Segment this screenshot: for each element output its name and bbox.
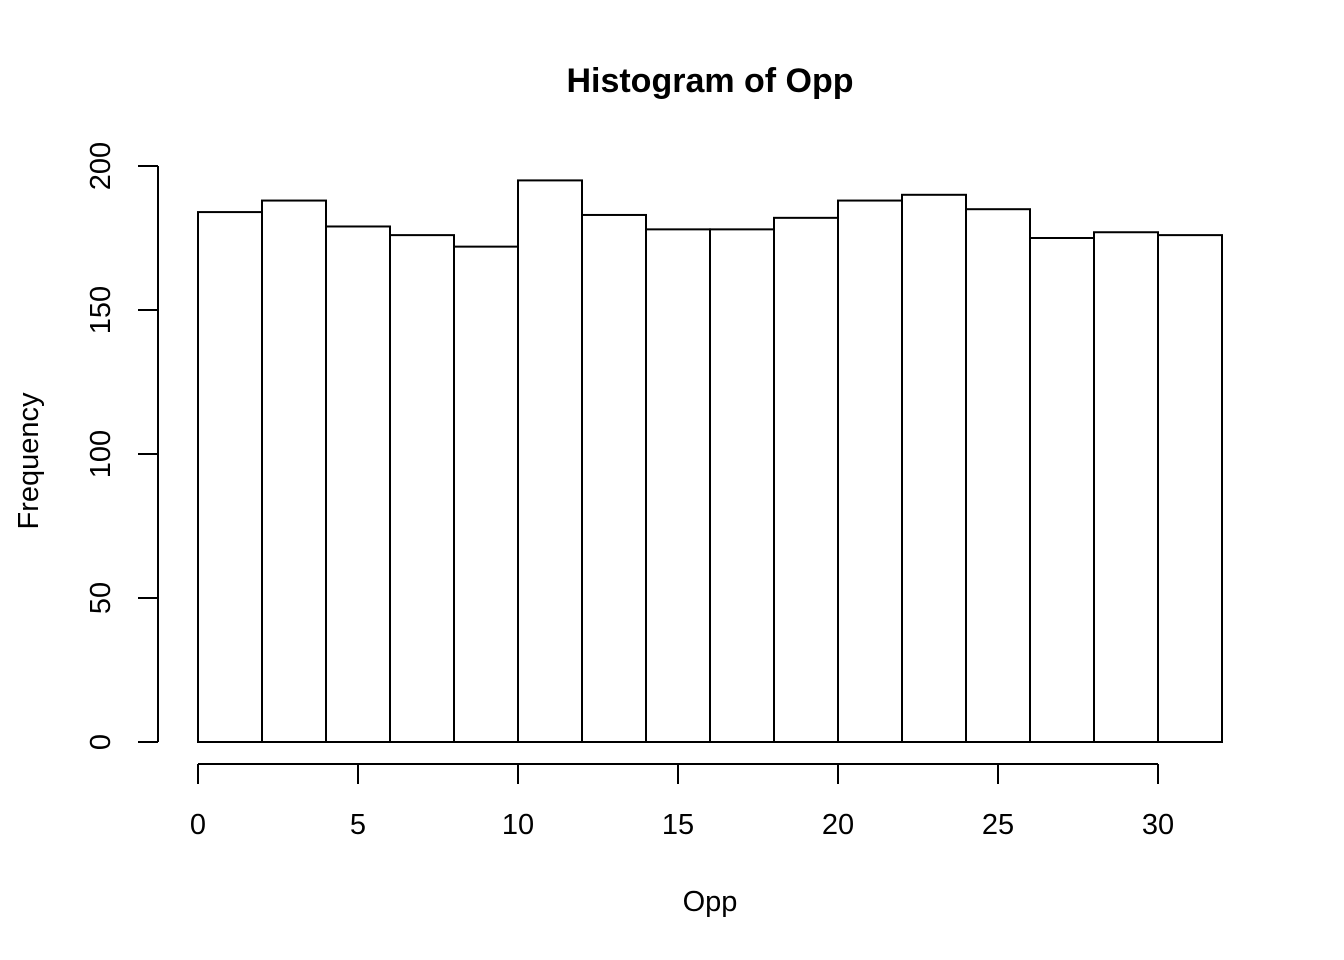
histogram-bar [645,228,711,744]
histogram-bar [901,193,967,744]
histogram-bar [965,208,1031,743]
histogram-bar [1029,237,1095,743]
histogram-bar [197,211,263,743]
x-tick-label: 5 [350,809,366,841]
x-axis: 0 5 10 15 20 25 30 [190,763,1174,841]
y-axis-label: Frequency [13,392,45,530]
x-tick-label: 25 [982,809,1014,841]
histogram-bar [389,234,455,743]
x-tick-label: 10 [502,809,534,841]
histogram-bar [1093,231,1159,744]
histogram-bar [773,216,839,743]
x-tick-label: 15 [662,809,694,841]
y-tick-label: 0 [85,734,117,750]
y-tick-label: 150 [85,286,117,334]
y-axis: 0 50 100 150 200 [85,142,159,750]
bars-group [197,179,1223,744]
histogram-bar [261,199,327,743]
x-tick-label: 20 [822,809,854,841]
histogram-bar [837,199,903,743]
histogram-bar [1157,234,1223,743]
x-axis-label: Opp [683,886,738,918]
histogram-bar [581,213,647,743]
chart-title: Histogram of Opp [566,62,853,100]
y-tick-label: 50 [85,582,117,614]
histogram-bar [709,228,775,744]
histogram-bar [325,225,391,744]
x-tick-label: 0 [190,809,206,841]
histogram-bar [517,179,583,743]
y-tick-label: 100 [85,430,117,478]
y-tick-label: 200 [85,142,117,190]
histogram-bar [453,245,519,743]
x-tick-label: 30 [1142,809,1174,841]
